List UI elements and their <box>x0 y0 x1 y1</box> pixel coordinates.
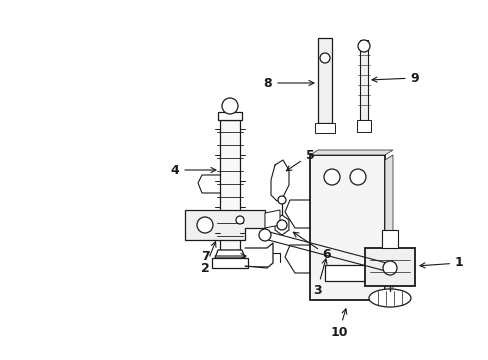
Polygon shape <box>317 38 331 123</box>
Circle shape <box>349 169 365 185</box>
Circle shape <box>259 229 270 241</box>
Text: 9: 9 <box>371 72 418 85</box>
Polygon shape <box>314 123 334 133</box>
Polygon shape <box>384 155 392 305</box>
Polygon shape <box>381 230 397 248</box>
Polygon shape <box>218 112 242 120</box>
Circle shape <box>324 169 339 185</box>
Circle shape <box>357 40 369 52</box>
Text: 4: 4 <box>170 163 216 176</box>
Circle shape <box>319 53 329 63</box>
Text: 1: 1 <box>419 256 463 270</box>
Polygon shape <box>356 120 370 132</box>
Ellipse shape <box>368 289 410 307</box>
Text: 2: 2 <box>200 242 216 274</box>
Polygon shape <box>309 150 392 155</box>
Polygon shape <box>184 210 264 240</box>
Circle shape <box>276 220 286 230</box>
Text: 5: 5 <box>286 149 314 171</box>
Text: 8: 8 <box>263 77 313 90</box>
Polygon shape <box>212 258 247 268</box>
Circle shape <box>278 196 285 204</box>
Circle shape <box>382 261 396 275</box>
Circle shape <box>222 98 238 114</box>
Polygon shape <box>215 250 244 258</box>
Polygon shape <box>220 120 240 250</box>
Polygon shape <box>309 155 384 300</box>
Polygon shape <box>359 40 367 120</box>
Circle shape <box>236 216 244 224</box>
Polygon shape <box>264 210 280 228</box>
Bar <box>325 265 369 281</box>
Text: 10: 10 <box>329 309 347 338</box>
Polygon shape <box>364 248 414 286</box>
Text: 7: 7 <box>200 249 245 262</box>
Text: 3: 3 <box>312 259 326 297</box>
Text: 6: 6 <box>293 232 331 261</box>
Polygon shape <box>275 215 288 235</box>
Circle shape <box>197 217 213 233</box>
